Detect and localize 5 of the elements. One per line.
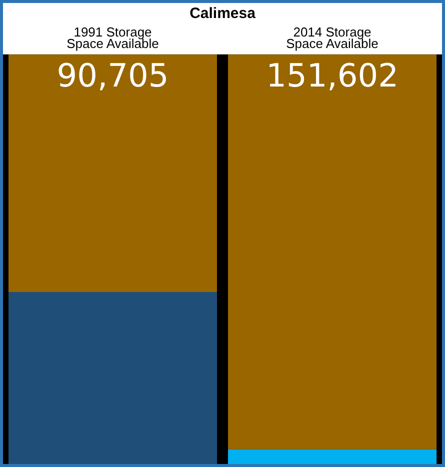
annotation: 151,602 (266, 56, 398, 95)
chart-title: Calimesa (190, 5, 256, 22)
annotation: 90,705 (56, 56, 169, 95)
x-tick-label: 2014 Storage Space Available (286, 24, 378, 52)
x-tick-label: 1991 Storage Space Available (66, 24, 159, 52)
